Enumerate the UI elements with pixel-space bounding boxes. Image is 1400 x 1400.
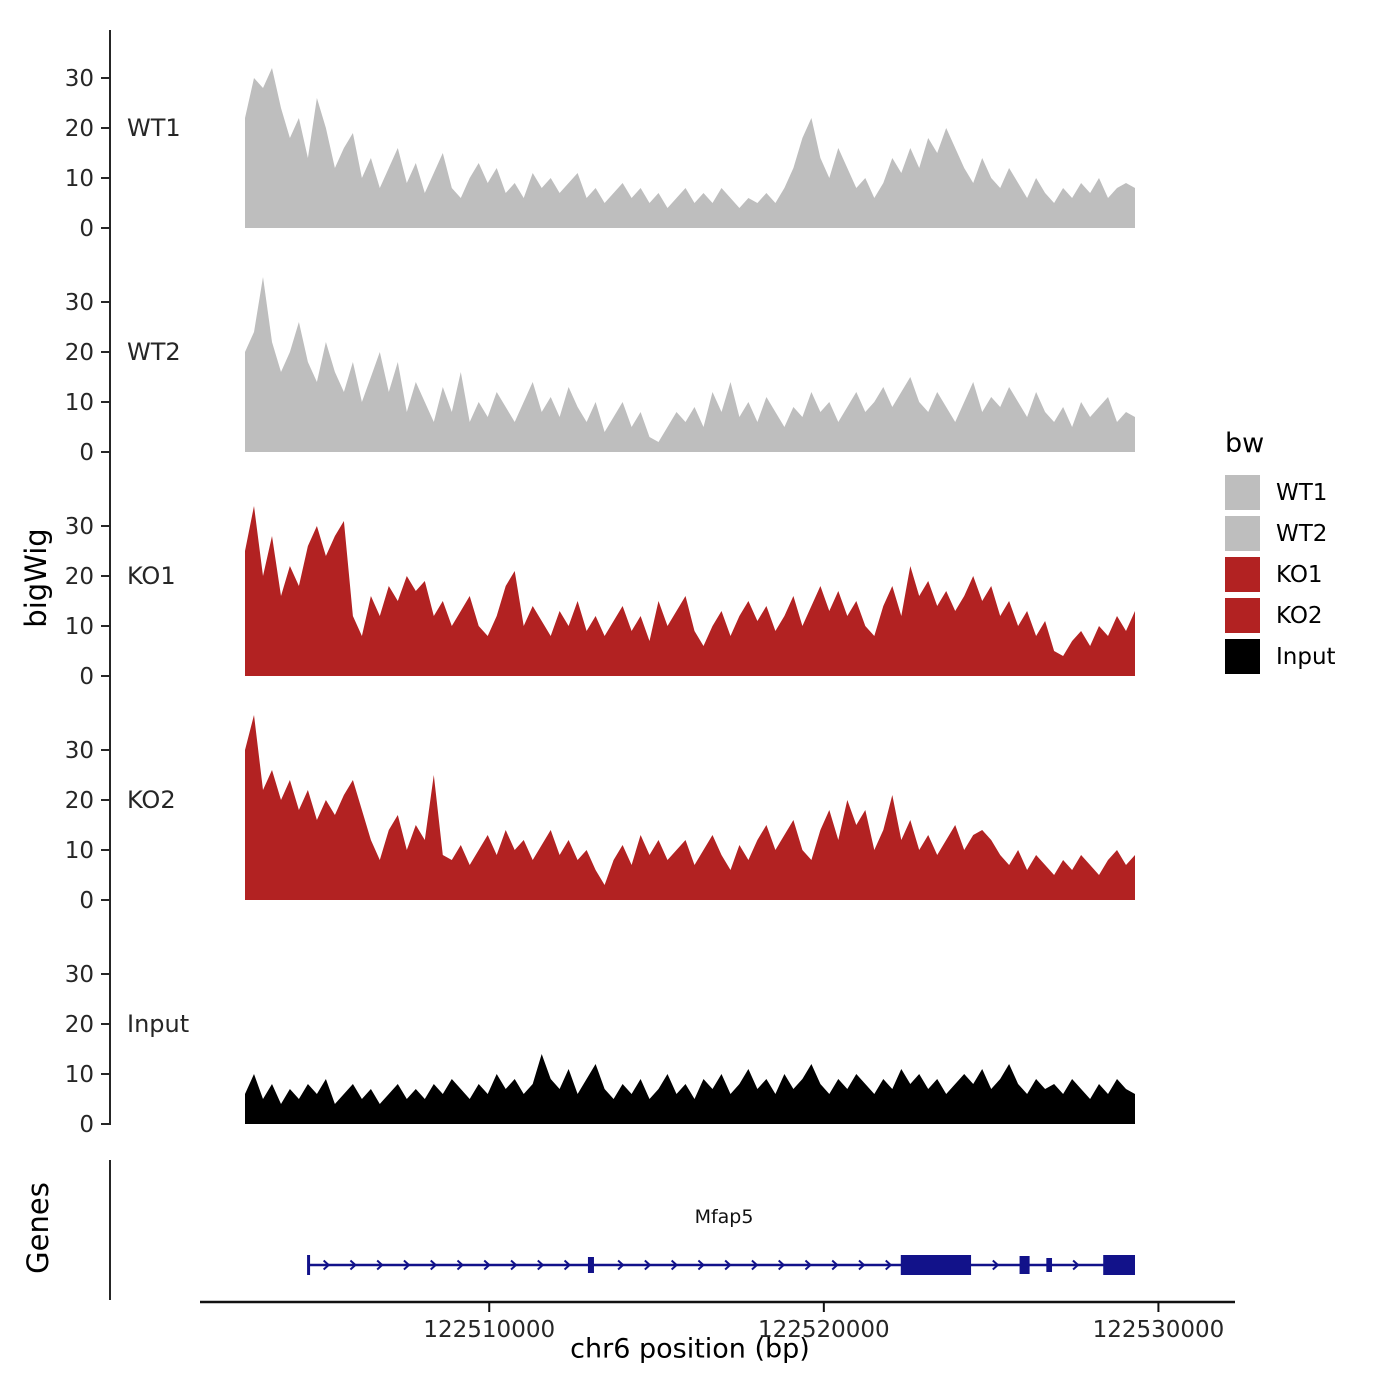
track-label-wt1: WT1: [127, 114, 181, 142]
legend-swatch-ko1: [1225, 557, 1260, 592]
gene-exon: [1103, 1255, 1135, 1275]
legend-item-label: KO2: [1276, 602, 1323, 629]
gene-strand-arrow: [376, 1259, 384, 1271]
track-area-wt2: [245, 277, 1135, 452]
y-tick-label: 0: [79, 440, 94, 466]
gene-strand-arrow: [430, 1259, 438, 1271]
gene-strand-arrow: [778, 1259, 786, 1271]
gene-strand-arrow: [537, 1259, 545, 1271]
y-tick-label: 10: [65, 166, 94, 192]
gene-strand-arrow: [483, 1259, 491, 1271]
x-tick-label: 122510000: [423, 1317, 555, 1343]
y-tick-label: 20: [65, 116, 94, 142]
gene-strand-arrow: [831, 1259, 839, 1271]
gene-strand-arrow: [885, 1259, 893, 1271]
y-tick-label: 30: [65, 738, 94, 764]
gene-strand-arrow: [697, 1259, 705, 1271]
y-tick-label: 20: [65, 564, 94, 590]
legend-item-ko1: KO1: [1225, 557, 1336, 592]
legend-item-wt2: WT2: [1225, 516, 1336, 551]
track-area-ko2: [245, 715, 1135, 900]
gene-strand-arrow: [751, 1259, 759, 1271]
y-tick-label: 0: [79, 1112, 94, 1138]
gene-strand-arrow: [724, 1259, 732, 1271]
y-tick-label: 20: [65, 788, 94, 814]
legend-swatch-ko2: [1225, 598, 1260, 633]
legend-item-label: Input: [1276, 643, 1336, 670]
y-tick-label: 0: [79, 664, 94, 690]
legend-swatch-input: [1225, 639, 1260, 674]
gene-strand-arrow: [563, 1259, 572, 1271]
gene-strand-arrow: [992, 1259, 1000, 1271]
y-tick-label: 10: [65, 390, 94, 416]
gene-strand-arrow: [858, 1259, 866, 1271]
gene-exon: [900, 1255, 972, 1275]
track-area-ko1: [245, 506, 1135, 676]
gene-exon: [1019, 1256, 1030, 1274]
y-tick-label: 0: [79, 216, 94, 242]
y-tick-label: 10: [65, 614, 94, 640]
y-tick-label: 30: [65, 290, 94, 316]
gene-strand-arrow: [456, 1259, 464, 1271]
legend-item-label: WT2: [1276, 520, 1328, 547]
x-axis-title: chr6 position (bp): [570, 1333, 810, 1365]
x-tick-label: 122520000: [758, 1317, 890, 1343]
track-area-wt1: [245, 68, 1135, 228]
gene-strand-arrow: [804, 1259, 812, 1271]
gene-strand-arrow: [322, 1259, 331, 1271]
legend-item-label: WT1: [1276, 479, 1328, 506]
y-tick-label: 10: [65, 838, 94, 864]
y-tick-label: 20: [65, 340, 94, 366]
track-label-wt2: WT2: [127, 338, 181, 366]
y-tick-label: 30: [65, 514, 94, 540]
legend-item-ko2: KO2: [1225, 598, 1336, 633]
gene-strand-arrow: [1072, 1259, 1080, 1271]
gene-strand-arrow: [349, 1259, 357, 1271]
legend-item-label: KO1: [1276, 561, 1323, 588]
track-label-input: Input: [127, 1010, 189, 1038]
gene-strand-arrow: [403, 1259, 411, 1271]
gene-exon: [587, 1257, 594, 1273]
y-tick-label: 0: [79, 888, 94, 914]
gene-strand-arrow: [510, 1259, 518, 1271]
y-tick-label: 20: [65, 1012, 94, 1038]
gene-strand-arrow: [644, 1259, 652, 1271]
legend-title: bw: [1225, 428, 1265, 459]
legend-items: WT1 WT2 KO1 KO2 Input: [1225, 475, 1336, 674]
gene-name-label: Mfap5: [694, 1206, 754, 1228]
legend-swatch-wt2: [1225, 516, 1260, 551]
x-tick-label: 122530000: [1093, 1317, 1225, 1343]
gene-exon: [1046, 1258, 1053, 1272]
gene-strand-arrow: [617, 1259, 625, 1271]
legend-swatch-wt1: [1225, 475, 1260, 510]
y-tick-label: 10: [65, 1062, 94, 1088]
y-tick-label: 30: [65, 66, 94, 92]
y-tick-label: 30: [65, 962, 94, 988]
track-area-input: [245, 1054, 1135, 1124]
legend-item-input: Input: [1225, 639, 1336, 674]
legend-item-wt1: WT1: [1225, 475, 1336, 510]
gene-strand-arrow: [670, 1259, 679, 1271]
track-label-ko1: KO1: [127, 562, 176, 590]
legend: bw WT1 WT2 KO1 KO2 Input: [1225, 428, 1336, 680]
track-label-ko2: KO2: [127, 786, 176, 814]
